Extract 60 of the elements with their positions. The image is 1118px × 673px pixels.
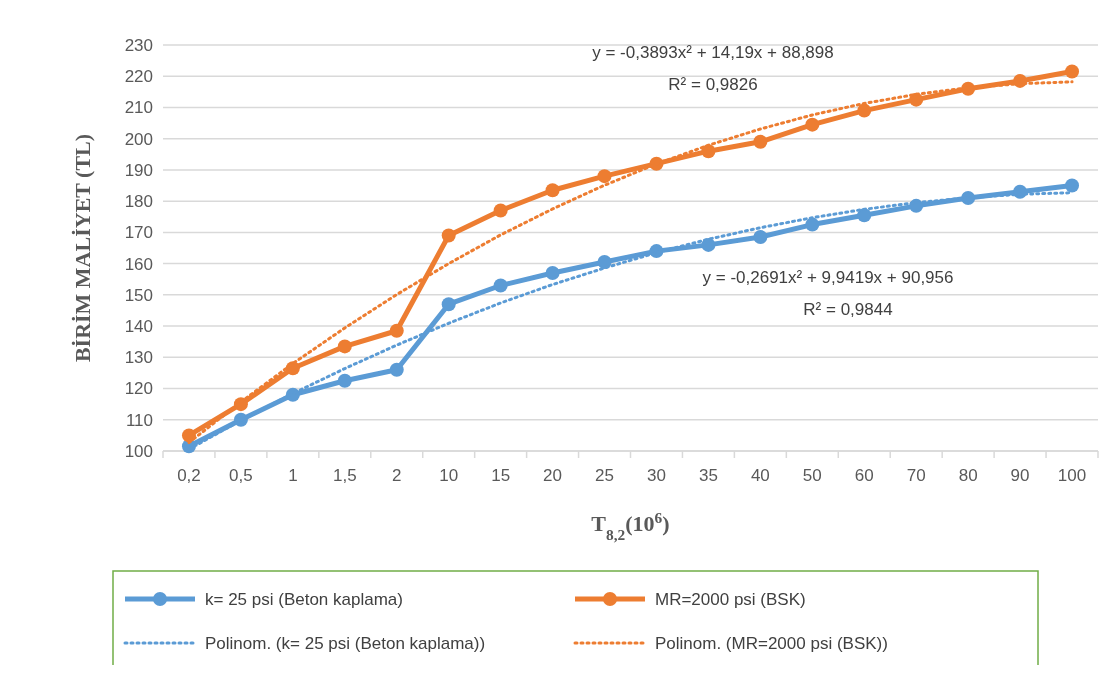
x-tick-label: 50 — [802, 466, 822, 485]
point — [545, 183, 560, 198]
x-axis-title: T$_{8,2}$(10$^{6}$) — [591, 508, 670, 543]
y-tick-label: 220 — [124, 67, 153, 87]
y-tick-label: 210 — [124, 98, 153, 118]
point — [389, 323, 404, 338]
legend-label: k= 25 psi (Beton kaplama) — [205, 589, 403, 609]
y-tick-label: 170 — [124, 223, 153, 243]
point — [337, 339, 352, 354]
point — [545, 265, 560, 280]
point — [1065, 64, 1080, 79]
point — [857, 103, 872, 118]
y-tick-label: 200 — [124, 129, 153, 149]
x-tick-label: 20 — [543, 466, 563, 485]
x-tick-label: 15 — [491, 466, 511, 485]
point — [753, 230, 768, 245]
annotation: y = -0,3893x² + 14,19x + 88,898 — [592, 43, 834, 62]
x-tick-label: 0,2 — [177, 466, 201, 485]
point — [805, 117, 820, 132]
x-tick-label: 2 — [392, 466, 402, 485]
x-tick-label: 40 — [750, 466, 770, 485]
x-tick-label: 100 — [1057, 466, 1087, 485]
y-tick-label: 180 — [124, 192, 153, 212]
legend-label: MR=2000 psi (BSK) — [655, 589, 806, 609]
legend-label: Polinom. (k= 25 psi (Beton kaplama)) — [205, 633, 486, 653]
x-tick-label: 35 — [698, 466, 718, 485]
point — [441, 297, 456, 312]
y-tick-label: 130 — [124, 348, 153, 368]
x-tick-label: 80 — [958, 466, 978, 485]
y-tick-label: 110 — [125, 410, 153, 430]
point — [753, 134, 768, 149]
annotation: R² = 0,9826 — [668, 75, 758, 94]
y-tick-label: 140 — [124, 317, 153, 337]
point — [493, 203, 508, 218]
x-tick-label: 25 — [595, 466, 614, 485]
y-tick-label: 230 — [124, 35, 153, 55]
x-tick-label: 60 — [854, 466, 874, 485]
point — [805, 217, 820, 232]
point — [441, 228, 456, 243]
annotation: R² = 0,9844 — [803, 300, 893, 319]
y-axis-title: BİRİM MALİYET (TL) — [70, 133, 95, 363]
x-tick-label: 90 — [1010, 466, 1030, 485]
y-tick-label: 100 — [124, 441, 153, 461]
x-tick-label: 1,5 — [332, 466, 357, 485]
y-tick-label: 190 — [124, 160, 153, 180]
point — [493, 278, 508, 293]
point — [1065, 178, 1080, 193]
annotation: y = -0,2691x² + 9,9419x + 90,956 — [702, 268, 954, 287]
x-tick-label: 0,5 — [229, 466, 253, 485]
x-tick-label: 10 — [439, 466, 459, 485]
x-tick-label: 70 — [906, 466, 926, 485]
y-tick-label: 120 — [124, 379, 153, 399]
x-tick-label: 1 — [288, 466, 298, 485]
point — [597, 169, 612, 184]
point — [389, 362, 404, 377]
y-tick-label: 150 — [124, 285, 153, 305]
point — [337, 373, 352, 388]
legend-label: Polinom. (MR=2000 psi (BSK)) — [655, 633, 888, 653]
x-tick-label: 30 — [647, 466, 666, 485]
y-tick-label: 160 — [124, 254, 153, 274]
